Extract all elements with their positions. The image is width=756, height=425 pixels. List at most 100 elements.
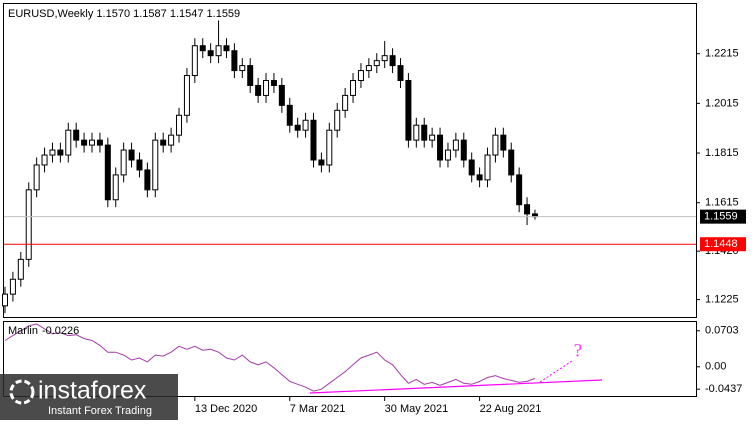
price-panel [3,3,697,318]
candle-body [33,164,40,191]
y-tick-label: 0.0703 [705,325,739,337]
candle-body [421,124,428,141]
candle-body [144,169,151,191]
watermark-box [0,374,178,420]
candle-body [492,134,499,156]
candle-body [334,109,341,131]
candle-body [452,139,459,151]
indicator-value: -0.0226 [42,325,79,337]
candle-body [460,139,467,161]
candle-body [49,149,56,156]
candle-body [516,174,523,206]
candle-body [120,149,127,176]
y-tick-label: 1.1815 [705,147,739,159]
x-tick-label: 7 Mar 2021 [290,403,346,415]
candle-body [350,80,357,96]
candle-body [2,293,8,307]
candle-body [310,119,317,161]
candle-body [207,50,214,57]
candle-body [405,80,412,141]
x-tick-label: 13 Dec 2020 [195,403,257,415]
candle-body [468,159,475,176]
candle-body [342,94,349,111]
candle-body [397,65,404,82]
candle-body [239,65,246,72]
watermark-icon [9,379,35,405]
x-tick-label: 22 Aug 2021 [480,403,542,415]
candle-body [41,154,48,166]
candle-body [326,129,333,166]
candle-body [247,65,254,86]
candle-body [223,45,230,52]
trend-line [309,379,603,394]
candle-body [152,139,159,191]
indicator-panel [3,321,697,397]
candle-body [96,139,103,146]
watermark-tagline: Instant Forex Trading [48,405,152,417]
candle-body [484,154,491,181]
candle-body [286,104,293,126]
candle-body [318,159,325,166]
candle-body [81,139,88,146]
candle-body [104,144,111,201]
candle-body [128,149,135,161]
candle-body [112,174,119,201]
candle-body [168,134,175,146]
y-tick-label: 1.1225 [705,294,739,306]
y-tick-label: 0.00 [705,361,726,373]
y-tick-label: 1.2015 [705,97,739,109]
chart-title: EURUSD,Weekly 1.1570 1.1587 1.1547 1.155… [8,8,240,20]
candle-body [160,139,167,146]
y-tick-label: 1.1615 [705,197,739,209]
candle-body [263,80,270,96]
candle-body [57,149,64,156]
indicator-name: Marlin [8,325,38,337]
candle-body [25,189,32,260]
candle-body [255,84,262,96]
candle-body [73,129,80,141]
y-tick-label: -0.0437 [705,383,742,395]
candle-body [429,134,436,141]
x-tick-label: 30 May 2021 [385,403,449,415]
candle-body [9,278,16,295]
last-price-label: 1.1559 [704,211,738,223]
level-label: 1.1448 [704,238,738,250]
candle-body [270,80,277,86]
candle-body [500,134,507,151]
candle-body [65,129,72,156]
candle-body [176,114,183,136]
candle-body [136,159,143,171]
candle-body [365,65,372,72]
watermark-brand: instaforex [38,377,147,405]
indicator-line [4,323,536,392]
candle-body [302,119,309,131]
level-label-box [700,237,746,252]
candle-body [215,45,222,57]
candle-body [231,50,238,72]
candle-body [278,84,285,106]
candle-body [191,45,198,77]
candle-body [413,124,420,141]
candle-body [357,70,364,82]
candle-body [381,55,388,62]
candle-body [373,60,380,67]
candle-body [199,45,206,52]
candle-body [17,258,24,280]
y-tick-label: 1.2215 [705,48,739,60]
candle-body [508,149,515,176]
candle-body [444,149,451,161]
last-price-box [700,209,746,224]
watermark: instaforex Instant Forex Trading [0,374,178,420]
candle-body [294,124,301,131]
candle-body [183,75,190,116]
candle-body [437,134,444,161]
question-annotation: ? [574,340,582,361]
candle-body [389,55,396,67]
candle-body [524,204,531,215]
candle-body [476,174,483,181]
candle-body [89,139,96,146]
